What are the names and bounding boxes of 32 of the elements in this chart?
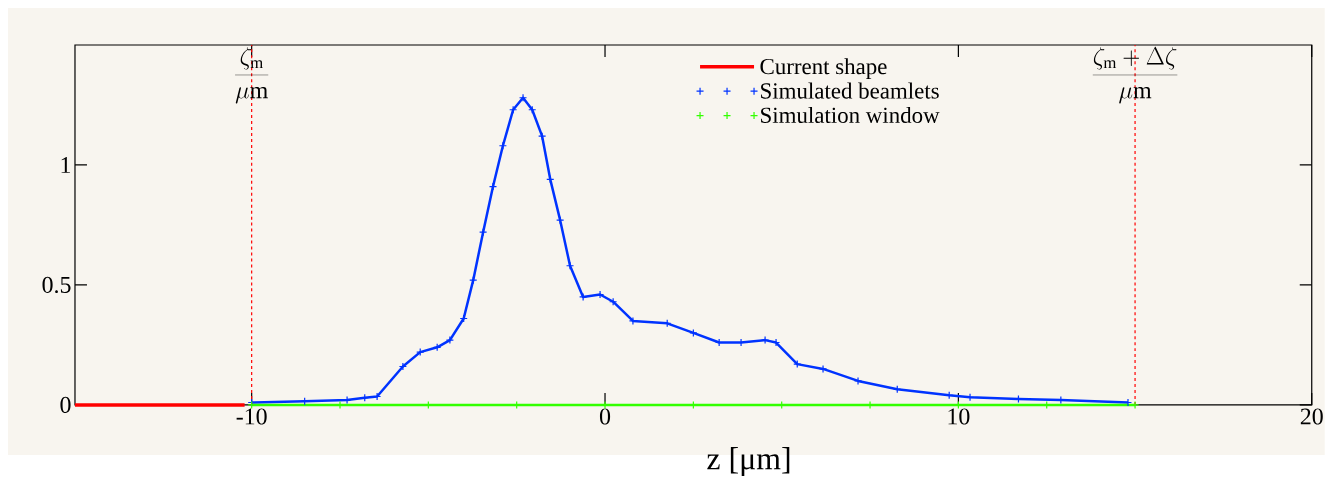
legend-label: Current shape	[760, 58, 887, 79]
point	[538, 132, 547, 141]
point	[793, 360, 802, 369]
x-tick-label: -10	[236, 408, 267, 425]
legend-label: Simulated beamlets	[761, 82, 939, 99]
point	[818, 364, 828, 374]
point	[509, 105, 518, 114]
y-tick-label: 0.5	[42, 276, 71, 294]
x-tick-label: 10	[948, 408, 970, 425]
ref-line-label: $\frac{\zeta_{\mathrm{m}}}{\mu\mathrm{m}}$	[235, 47, 269, 104]
point	[609, 297, 618, 306]
y-tick-label: 0	[60, 396, 71, 414]
point	[518, 93, 528, 102]
point	[689, 328, 698, 338]
point	[469, 276, 478, 285]
point	[498, 141, 507, 150]
point	[579, 292, 588, 302]
point	[488, 182, 498, 191]
point	[853, 376, 863, 386]
x-tick-label: 0	[599, 408, 611, 425]
x-tick-label: 20	[1300, 408, 1323, 425]
x-axis-title: z [μm]	[707, 447, 790, 477]
ref-line-label: $\frac{\zeta_{\mathrm{m}}+\Delta\zeta}{\mu\mathrm{m}}$	[1092, 46, 1178, 104]
point	[761, 336, 770, 345]
y-tick-label: 1	[61, 157, 71, 173]
point	[565, 261, 575, 270]
point	[416, 348, 425, 357]
legend-label: Simulation window	[761, 106, 940, 124]
point	[479, 228, 488, 237]
point	[556, 216, 565, 225]
point	[398, 362, 407, 371]
point	[445, 336, 454, 345]
